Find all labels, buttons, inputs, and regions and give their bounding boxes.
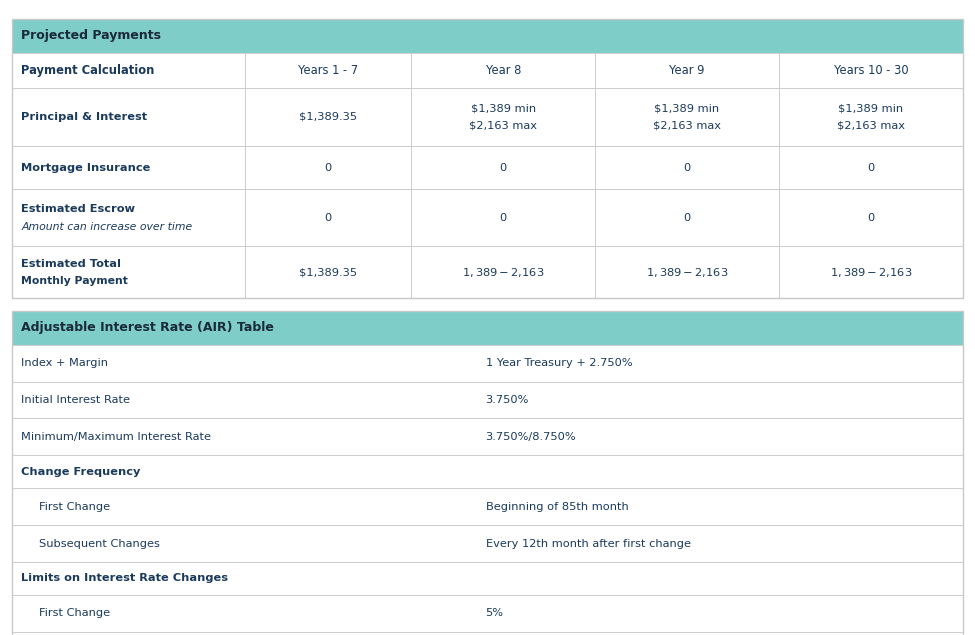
Text: Limits on Interest Rate Changes: Limits on Interest Rate Changes	[21, 573, 228, 584]
FancyBboxPatch shape	[779, 53, 963, 88]
FancyBboxPatch shape	[12, 246, 245, 298]
Text: Subsequent Changes: Subsequent Changes	[39, 538, 160, 549]
FancyBboxPatch shape	[12, 562, 963, 595]
FancyBboxPatch shape	[779, 246, 963, 298]
Text: Amount can increase over time: Amount can increase over time	[21, 222, 193, 232]
Text: Years 1 - 7: Years 1 - 7	[298, 64, 358, 77]
Text: $1,389-$2,163: $1,389-$2,163	[830, 266, 913, 279]
Text: $2,163 max: $2,163 max	[653, 121, 721, 131]
Text: Year 8: Year 8	[486, 64, 521, 77]
FancyBboxPatch shape	[12, 345, 963, 382]
FancyBboxPatch shape	[12, 488, 963, 525]
FancyBboxPatch shape	[12, 19, 963, 53]
FancyBboxPatch shape	[595, 88, 779, 146]
FancyBboxPatch shape	[12, 595, 963, 632]
Text: Beginning of 85th month: Beginning of 85th month	[486, 502, 628, 512]
FancyBboxPatch shape	[779, 189, 963, 246]
FancyBboxPatch shape	[411, 88, 595, 146]
FancyBboxPatch shape	[12, 53, 245, 88]
Text: Adjustable Interest Rate (AIR) Table: Adjustable Interest Rate (AIR) Table	[21, 321, 274, 335]
Text: Years 10 - 30: Years 10 - 30	[834, 64, 909, 77]
Text: Change Frequency: Change Frequency	[21, 467, 140, 477]
Text: Monthly Payment: Monthly Payment	[21, 276, 129, 286]
FancyBboxPatch shape	[411, 189, 595, 246]
Text: 0: 0	[499, 213, 507, 223]
FancyBboxPatch shape	[245, 246, 411, 298]
Text: 0: 0	[683, 163, 690, 173]
Text: 5%: 5%	[486, 608, 504, 618]
FancyBboxPatch shape	[12, 455, 963, 488]
Text: Estimated Total: Estimated Total	[21, 258, 122, 269]
FancyBboxPatch shape	[12, 382, 963, 418]
FancyBboxPatch shape	[779, 146, 963, 189]
FancyBboxPatch shape	[411, 146, 595, 189]
FancyBboxPatch shape	[12, 146, 245, 189]
Text: Minimum/Maximum Interest Rate: Minimum/Maximum Interest Rate	[21, 432, 212, 442]
Text: 0: 0	[499, 163, 507, 173]
Text: Mortgage Insurance: Mortgage Insurance	[21, 163, 151, 173]
FancyBboxPatch shape	[12, 418, 963, 455]
FancyBboxPatch shape	[245, 53, 411, 88]
Text: 0: 0	[683, 213, 690, 223]
Text: First Change: First Change	[39, 502, 110, 512]
Text: Estimated Escrow: Estimated Escrow	[21, 204, 136, 214]
Text: 3.750%/8.750%: 3.750%/8.750%	[486, 432, 576, 442]
Text: 0: 0	[868, 163, 875, 173]
FancyBboxPatch shape	[595, 53, 779, 88]
FancyBboxPatch shape	[12, 189, 245, 246]
FancyBboxPatch shape	[411, 246, 595, 298]
Text: $2,163 max: $2,163 max	[837, 121, 905, 131]
Text: $1,389.35: $1,389.35	[299, 267, 357, 277]
Text: Every 12th month after first change: Every 12th month after first change	[486, 538, 690, 549]
Text: 1 Year Treasury + 2.750%: 1 Year Treasury + 2.750%	[486, 358, 632, 368]
Text: Index + Margin: Index + Margin	[21, 358, 108, 368]
FancyBboxPatch shape	[245, 88, 411, 146]
Text: $1,389 min: $1,389 min	[654, 103, 720, 113]
Text: 0: 0	[325, 163, 332, 173]
FancyBboxPatch shape	[12, 632, 963, 635]
Text: $2,163 max: $2,163 max	[469, 121, 537, 131]
Text: Payment Calculation: Payment Calculation	[21, 64, 155, 77]
Text: Year 9: Year 9	[669, 64, 705, 77]
FancyBboxPatch shape	[779, 88, 963, 146]
FancyBboxPatch shape	[245, 146, 411, 189]
Text: Principal & Interest: Principal & Interest	[21, 112, 147, 122]
FancyBboxPatch shape	[12, 88, 245, 146]
FancyBboxPatch shape	[12, 311, 963, 345]
Text: 0: 0	[325, 213, 332, 223]
Text: Projected Payments: Projected Payments	[21, 29, 162, 43]
FancyBboxPatch shape	[595, 246, 779, 298]
Text: $1,389 min: $1,389 min	[838, 103, 904, 113]
Text: First Change: First Change	[39, 608, 110, 618]
Text: $1,389 min: $1,389 min	[471, 103, 536, 113]
FancyBboxPatch shape	[595, 189, 779, 246]
Text: $1,389.35: $1,389.35	[299, 112, 357, 122]
Text: $1,389-$2,163: $1,389-$2,163	[645, 266, 728, 279]
FancyBboxPatch shape	[245, 189, 411, 246]
Text: Initial Interest Rate: Initial Interest Rate	[21, 395, 131, 405]
FancyBboxPatch shape	[411, 53, 595, 88]
Text: $1,389-$2,163: $1,389-$2,163	[462, 266, 544, 279]
FancyBboxPatch shape	[595, 146, 779, 189]
FancyBboxPatch shape	[12, 525, 963, 562]
Text: 3.750%: 3.750%	[486, 395, 529, 405]
Text: 0: 0	[868, 213, 875, 223]
